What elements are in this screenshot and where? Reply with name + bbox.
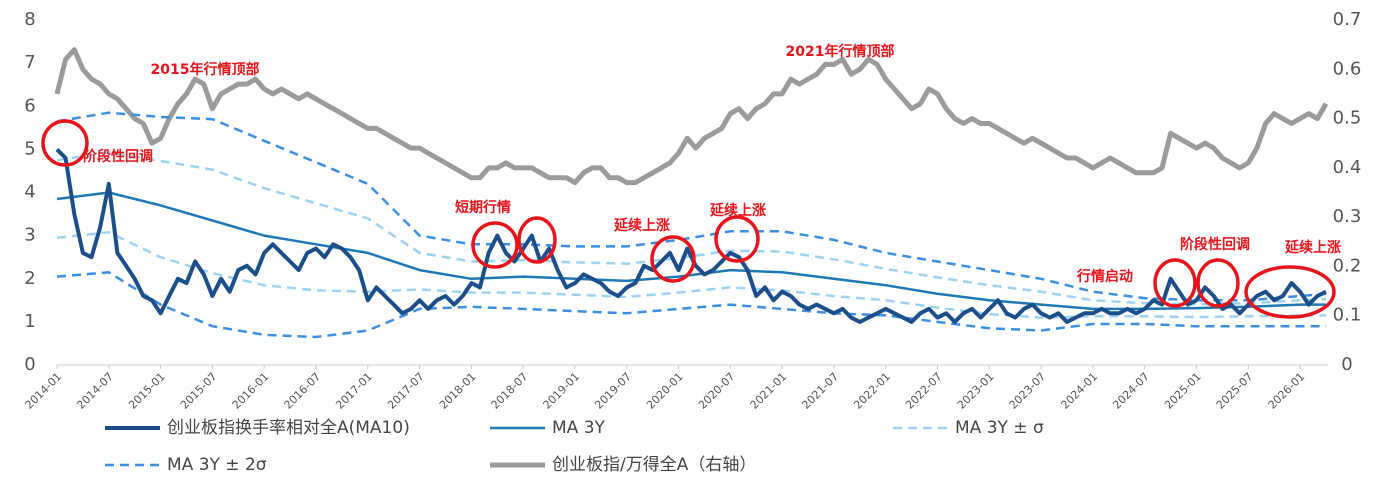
x-tick-label: 2019-01 [541, 370, 583, 412]
annotation: 阶段性回调 [83, 148, 153, 165]
annotation: 延续上涨 [709, 202, 766, 219]
annotation: 阶段性回调 [1180, 236, 1250, 253]
x-tick-label: 2019-07 [592, 370, 634, 412]
y-tick-label: 3 [24, 225, 35, 246]
highlight-circle [471, 221, 519, 269]
highlight-circle [714, 215, 760, 263]
x-tick-label: 2023-01 [955, 370, 997, 412]
series-line [54, 47, 1329, 186]
highlight-circle [1196, 258, 1240, 308]
x-tick-label: 2014-07 [74, 370, 116, 412]
annotation: 2015年行情顶部 [151, 61, 260, 78]
y2-tick-label: 0 [1341, 354, 1352, 375]
x-tick-label: 2026-01 [1266, 370, 1308, 412]
annotation: 延续上涨 [613, 217, 670, 234]
x-tick-label: 2017-01 [333, 370, 375, 412]
y-tick-label: 6 [24, 95, 35, 116]
series-line [56, 230, 1326, 319]
x-tick-label: 2020-01 [644, 370, 686, 412]
x-tick-label: 2025-01 [1162, 370, 1204, 412]
x-tick-label: 2025-07 [1214, 370, 1256, 412]
highlight-circle [650, 235, 696, 283]
x-tick-label: 2014-01 [23, 370, 65, 412]
y-tick-label: 7 [24, 52, 35, 73]
x-tick-label: 2018-01 [437, 370, 479, 412]
highlight-circle [41, 119, 89, 167]
series-line [56, 151, 1327, 306]
y-tick-label: 8 [24, 9, 35, 30]
x-tick-label: 2023-07 [1007, 370, 1049, 412]
y2-tick-label: 0.6 [1333, 58, 1362, 79]
y-tick-label: 2 [24, 268, 35, 289]
x-tick-label: 2021-07 [799, 370, 841, 412]
legend-label: MA 3Y [552, 418, 606, 438]
y-tick-label: 4 [24, 182, 35, 203]
y2-tick-label: 0.1 [1333, 305, 1362, 326]
y2-tick-label: 0.3 [1333, 206, 1362, 227]
highlight-circle [1244, 265, 1336, 319]
y2-tick-label: 0.5 [1333, 108, 1362, 129]
x-tick-label: 2021-01 [748, 370, 790, 412]
x-tick-label: 2015-01 [126, 370, 168, 412]
y-tick-label: 5 [24, 138, 35, 159]
highlight-circle [517, 216, 557, 264]
y2-tick-label: 0.7 [1333, 9, 1362, 30]
y-tick-label: 1 [24, 311, 35, 332]
x-tick-label: 2022-01 [851, 370, 893, 412]
y2-tick-label: 0.2 [1333, 255, 1362, 276]
annotation: 2021年行情顶部 [786, 43, 895, 60]
x-tick-label: 2022-07 [903, 370, 945, 412]
x-tick-label: 2017-07 [385, 370, 427, 412]
annotation: 延续上涨 [1284, 239, 1341, 256]
annotation: 短期行情 [455, 199, 511, 216]
series-line [55, 147, 1327, 324]
x-tick-label: 2015-07 [178, 370, 220, 412]
highlight-circle [1153, 258, 1197, 308]
legend-label: MA 3Y ± σ [955, 418, 1044, 438]
y-tick-label: 0 [24, 354, 35, 375]
x-tick-label: 2024-01 [1058, 370, 1100, 412]
legend-label: MA 3Y ± 2σ [167, 455, 267, 475]
x-tick-label: 2018-07 [489, 370, 531, 412]
legend-label: 创业板指换手率相对全A(MA10) [167, 418, 410, 438]
series-line [56, 271, 1326, 339]
annotation: 行情启动 [1076, 268, 1133, 285]
x-tick-label: 2016-07 [282, 370, 324, 412]
x-tick-label: 2016-01 [230, 370, 272, 412]
x-tick-label: 2024-07 [1110, 370, 1152, 412]
y2-tick-label: 0.4 [1333, 157, 1362, 178]
x-tick-label: 2020-07 [696, 370, 738, 412]
legend-label: 创业板指/万得全A（右轴） [552, 455, 756, 475]
